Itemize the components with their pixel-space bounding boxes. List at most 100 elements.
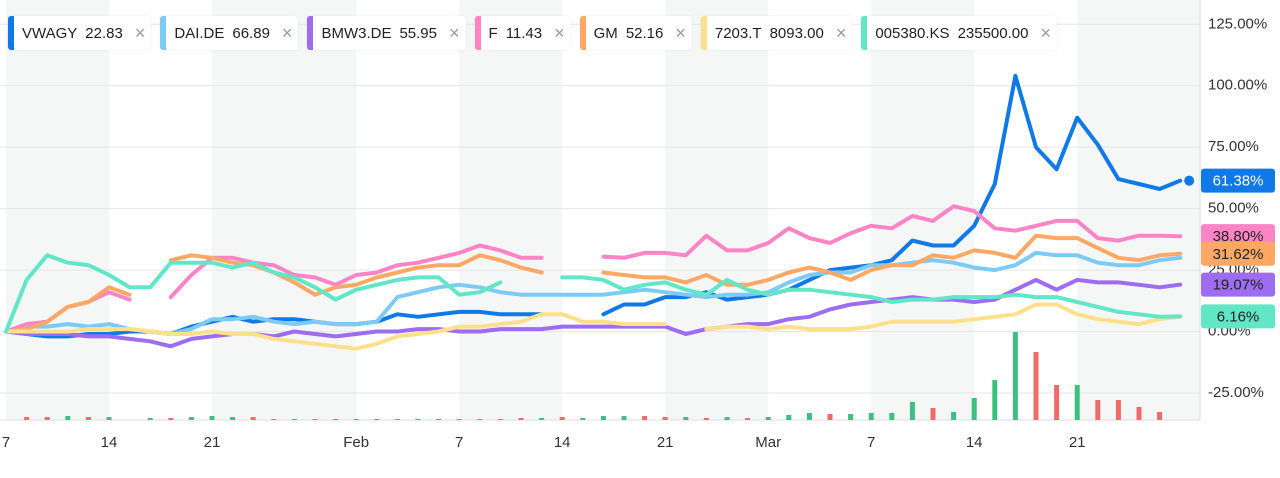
y-tick-label: -25.00% xyxy=(1208,384,1264,401)
volume-bar xyxy=(209,416,215,420)
volume-bar xyxy=(662,417,668,420)
x-tick-label: Mar xyxy=(755,434,781,451)
volume-bar xyxy=(539,418,545,420)
volume-bar xyxy=(1054,385,1060,420)
volume-bar xyxy=(765,417,771,420)
legend-price: 8093.00 xyxy=(769,24,824,42)
volume-bar xyxy=(497,419,503,420)
volume-bar xyxy=(271,419,277,420)
volume-bar xyxy=(230,417,236,420)
legend-price: 66.89 xyxy=(232,24,270,42)
x-tick-label: 7 xyxy=(867,434,875,451)
remove-button[interactable]: × xyxy=(1040,22,1051,43)
volume-bar xyxy=(806,413,812,420)
legend-chip: VWAGY 22.83 × xyxy=(8,16,152,50)
remove-button[interactable]: × xyxy=(281,22,293,43)
legend-price: 11.43 xyxy=(505,24,543,42)
series-line xyxy=(4,233,1183,334)
remove-button[interactable]: × xyxy=(675,22,686,43)
volume-bar xyxy=(477,419,483,420)
volume-bar xyxy=(642,416,648,420)
legend-chip: 7203.T 8093.00 × xyxy=(700,16,853,50)
volume-bar xyxy=(333,419,339,420)
volume-bar xyxy=(24,417,30,420)
week-band xyxy=(1077,0,1200,420)
end-badge xyxy=(1201,272,1275,297)
volume-bar xyxy=(456,419,462,420)
y-tick-label: 50.00% xyxy=(1208,200,1259,217)
remove-button[interactable]: × xyxy=(449,22,460,43)
volume-bar xyxy=(415,419,421,420)
volume-bar xyxy=(374,419,380,420)
end-dot xyxy=(1184,175,1195,186)
volume-bar xyxy=(436,419,442,420)
volume-bar xyxy=(600,416,606,420)
week-band xyxy=(665,0,769,420)
volume-bar xyxy=(868,413,874,420)
volume-bar xyxy=(848,414,854,420)
volume-bar xyxy=(1012,332,1018,420)
volume-bar xyxy=(518,418,524,420)
volume-bar xyxy=(1074,385,1080,420)
end-badge xyxy=(1201,241,1275,266)
volume-bar xyxy=(992,380,998,420)
legend-name: BMW3.DE xyxy=(321,24,392,42)
volume-bar xyxy=(745,418,751,420)
week-band xyxy=(6,0,109,420)
legend-name: VWAGY xyxy=(22,24,78,42)
legend: VWAGY 22.83 × DAI.DE 66.89 × BMW3.DE 55.95 × F 11.… xyxy=(8,16,1057,50)
y-tick-label: 75.00% xyxy=(1208,138,1259,155)
volume-bar xyxy=(65,416,71,420)
end-label: 31.62% xyxy=(1213,246,1264,263)
x-tick-label: 14 xyxy=(101,434,118,451)
end-badge xyxy=(1201,304,1275,329)
legend-name: GM xyxy=(593,24,618,42)
legend-name: 7203.T xyxy=(714,24,762,42)
legend-chip: GM 52.16 × xyxy=(579,16,692,50)
series-line xyxy=(4,277,1183,349)
end-badge xyxy=(1201,168,1275,193)
volume-bar xyxy=(559,417,565,420)
volume-bar xyxy=(168,418,174,420)
x-tick-label: 21 xyxy=(204,434,221,451)
legend-price: 22.83 xyxy=(85,24,123,42)
volume-bar xyxy=(353,419,359,420)
volume-bar xyxy=(312,419,318,420)
y-tick-label: 125.00% xyxy=(1208,15,1267,32)
remove-button[interactable]: × xyxy=(835,22,847,43)
week-band xyxy=(459,0,563,420)
end-label: 19.07% xyxy=(1213,277,1264,294)
volume-bar xyxy=(188,417,194,420)
volume-bar xyxy=(147,418,153,420)
end-label: 38.80% xyxy=(1213,228,1264,245)
end-label: 61.38% xyxy=(1213,173,1264,190)
x-tick-label: 14 xyxy=(554,434,571,451)
volume-bar xyxy=(85,417,91,420)
volume-bar xyxy=(1157,412,1163,420)
volume-bar xyxy=(44,417,50,420)
legend-price: 235500.00 xyxy=(957,24,1029,42)
volume-bar xyxy=(827,414,833,420)
legend-chip: BMW3.DE 55.95 × xyxy=(307,16,466,50)
volume-bar xyxy=(250,417,256,420)
volume-bar xyxy=(1033,352,1039,420)
volume-bar xyxy=(580,418,586,420)
volume-bar xyxy=(1136,407,1142,420)
volume-bar xyxy=(106,417,112,420)
volume-bar xyxy=(930,408,936,420)
x-tick-label: 7 xyxy=(2,434,10,451)
remove-button[interactable]: × xyxy=(134,22,146,43)
volume-bar xyxy=(621,416,627,420)
volume-bar xyxy=(683,417,689,420)
legend-name: 005380.KS xyxy=(875,24,950,42)
volume-bar xyxy=(909,402,915,420)
end-label: 6.16% xyxy=(1217,308,1260,325)
remove-button[interactable]: × xyxy=(554,22,565,43)
series-line xyxy=(4,302,1183,351)
legend-chip: 005380.KS 235500.00 × xyxy=(861,16,1057,50)
volume-bar xyxy=(703,418,709,420)
volume-bar xyxy=(1115,400,1121,420)
legend-name: F xyxy=(488,24,498,42)
